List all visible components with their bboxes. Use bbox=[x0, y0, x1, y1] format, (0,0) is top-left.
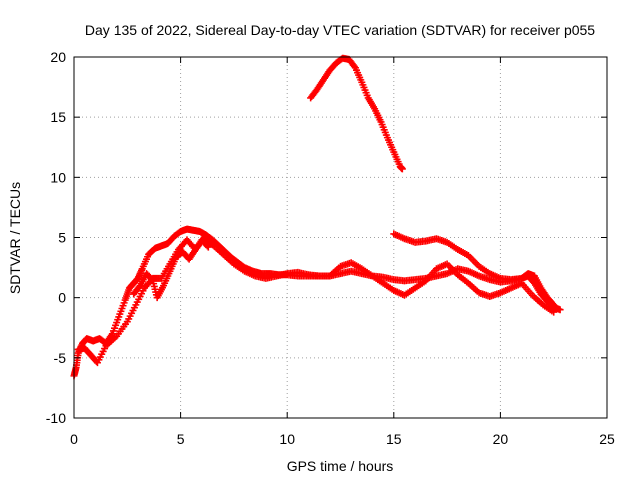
grid bbox=[74, 57, 607, 418]
y-tick-label: 5 bbox=[58, 230, 66, 246]
x-tick-label: 5 bbox=[177, 431, 185, 447]
series-track-d bbox=[390, 230, 558, 309]
y-tick-label: 15 bbox=[50, 109, 66, 125]
chart-title: Day 135 of 2022, Sidereal Day-to-day VTE… bbox=[85, 22, 595, 38]
data-point bbox=[350, 62, 358, 70]
data-point bbox=[550, 308, 558, 316]
axis-ticks: 0 5 10 15 20 25 -10 -5 0 5 10 15 20 bbox=[46, 49, 615, 447]
series-track-e bbox=[307, 54, 406, 173]
x-tick-label: 25 bbox=[599, 431, 615, 447]
data-point bbox=[204, 243, 212, 251]
x-tick-label: 10 bbox=[279, 431, 295, 447]
x-tick-label: 15 bbox=[386, 431, 402, 447]
x-tick-label: 0 bbox=[70, 431, 78, 447]
x-tick-label: 20 bbox=[493, 431, 509, 447]
y-tick-label: -10 bbox=[46, 410, 66, 426]
data-point bbox=[549, 300, 557, 308]
data-marks bbox=[70, 54, 564, 380]
y-tick-label: 0 bbox=[58, 290, 66, 306]
x-axis-title: GPS time / hours bbox=[287, 458, 394, 474]
data-point bbox=[148, 276, 156, 284]
data-point bbox=[550, 301, 558, 309]
data-point bbox=[556, 306, 564, 314]
data-point bbox=[203, 242, 211, 250]
series-track-a bbox=[70, 225, 564, 380]
series-track-b bbox=[74, 234, 558, 367]
y-tick-label: 10 bbox=[50, 169, 66, 185]
data-point bbox=[398, 165, 406, 173]
y-tick-label: 20 bbox=[50, 49, 66, 65]
plot-frame bbox=[73, 56, 608, 419]
series-track-c bbox=[130, 236, 212, 302]
y-tick-label: -5 bbox=[54, 350, 67, 366]
y-axis-title: SDTVAR / TECUs bbox=[7, 182, 23, 294]
